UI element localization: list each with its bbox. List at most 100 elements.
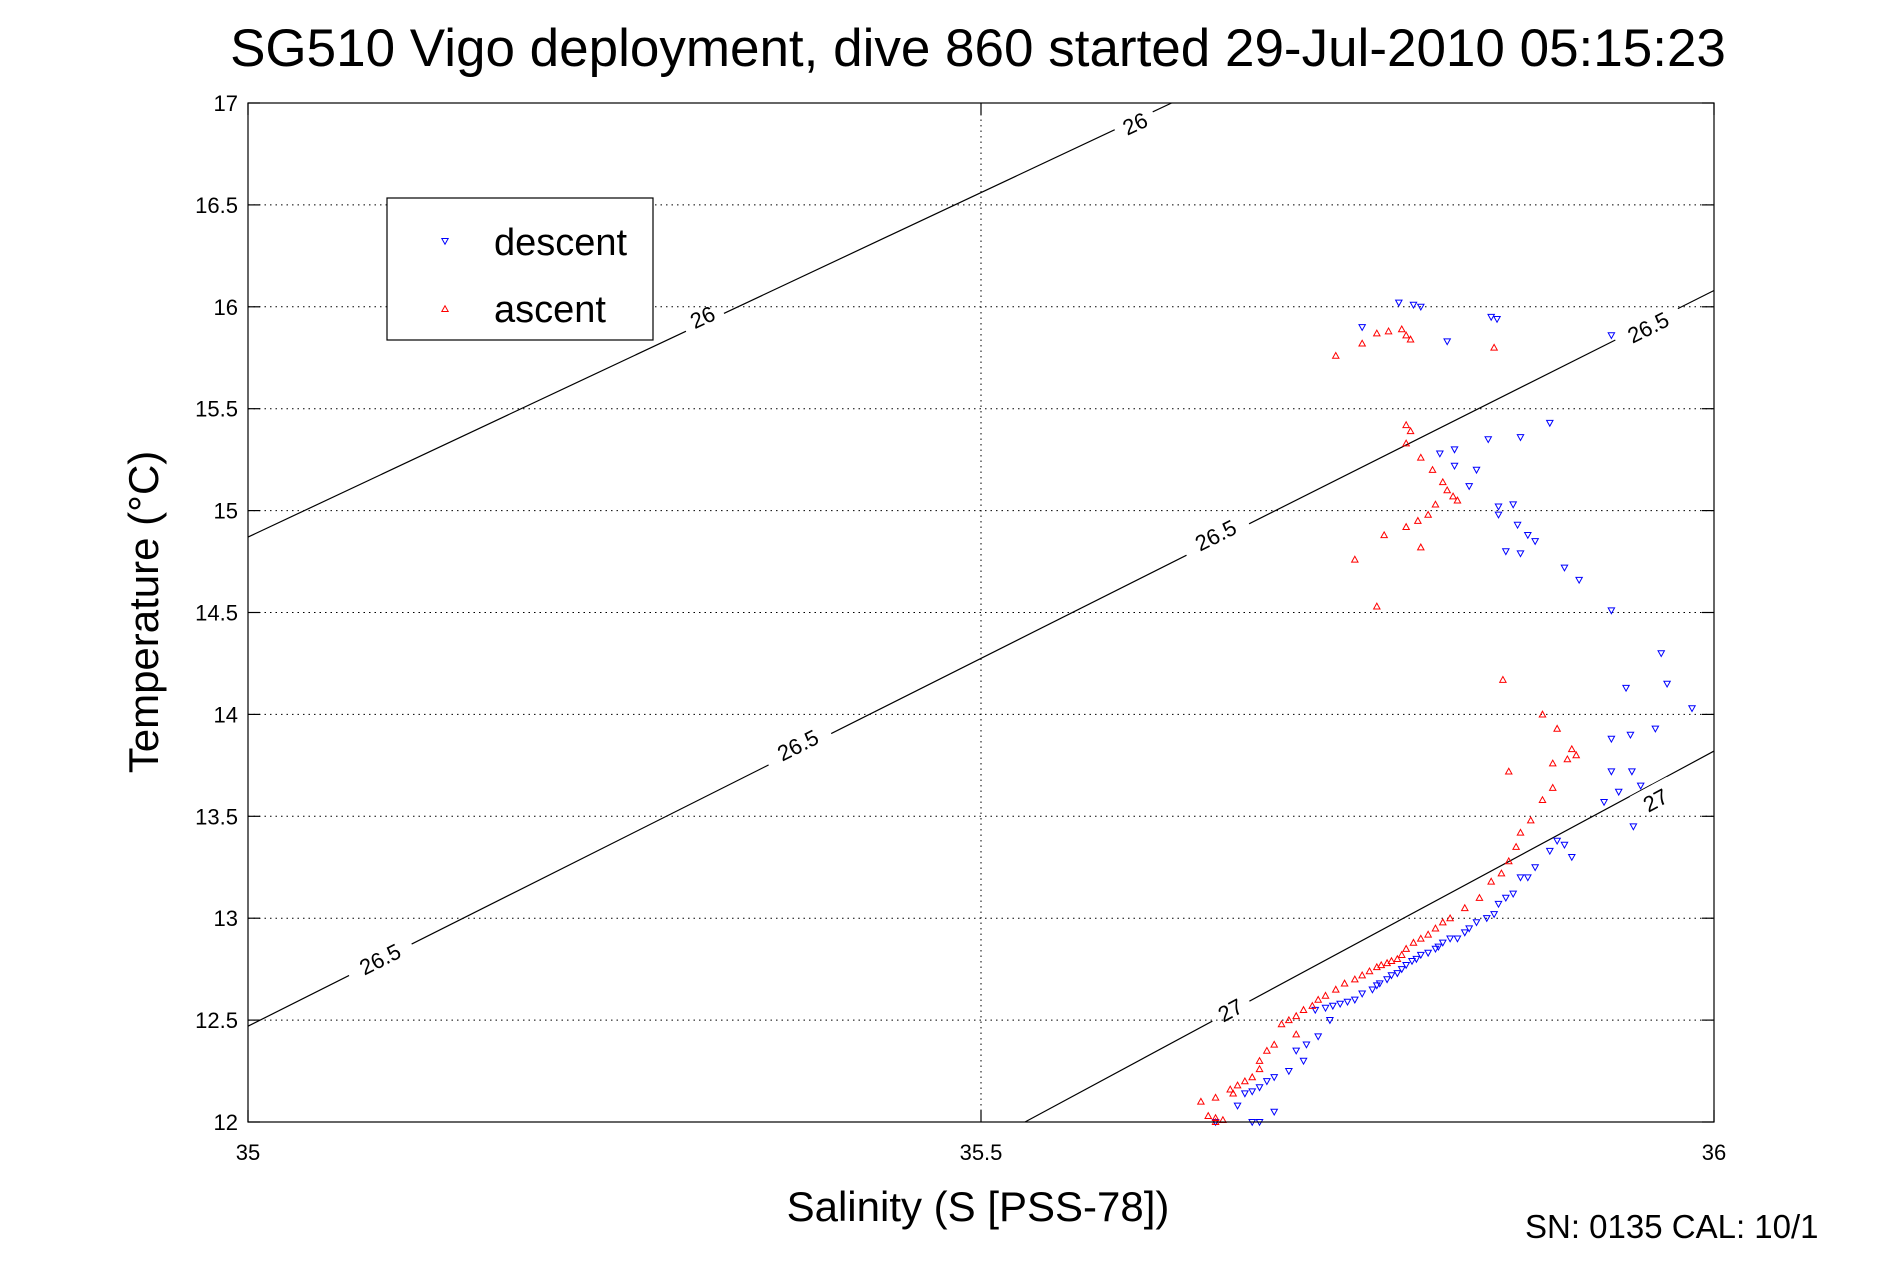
descent-point (1607, 332, 1616, 340)
ascent-point (1548, 783, 1557, 791)
ascent-point (1424, 930, 1433, 938)
descent-point (1501, 548, 1510, 556)
descent-point (1407, 957, 1417, 966)
descent-point (1627, 768, 1636, 776)
ascent-point (1365, 966, 1374, 975)
descent-point (1607, 768, 1616, 776)
ascent-point (1487, 877, 1496, 885)
ascent-point (1538, 795, 1547, 804)
descent-point (1523, 874, 1532, 882)
ascent-point (1372, 602, 1381, 610)
descent-point (1465, 925, 1474, 933)
ascent-point (1393, 954, 1402, 963)
isopycnal-line (247, 289, 1715, 1027)
ascent-point (1262, 1046, 1271, 1054)
ascent-point (1321, 991, 1330, 999)
y-axis-label: Temperature (°C) (120, 451, 167, 774)
ascent-point (1449, 492, 1458, 500)
ascent-point (1548, 759, 1557, 767)
ascent-point (1428, 465, 1437, 473)
ascent-point (1340, 979, 1349, 987)
y-tick-label: 13 (214, 906, 238, 931)
y-tick-label: 15.5 (195, 397, 238, 422)
ascent-point (1402, 439, 1411, 447)
descent-point (1299, 1057, 1308, 1066)
ascent-point (1331, 985, 1340, 993)
y-tick-label: 14 (214, 702, 238, 727)
grid (248, 103, 1714, 1122)
descent-point (1545, 847, 1554, 856)
descent-point (1431, 945, 1440, 953)
descent-point (1509, 890, 1518, 898)
ascent-point (1504, 856, 1513, 865)
descent-point (1614, 788, 1623, 797)
descent-point (1560, 564, 1569, 572)
descent-point (1460, 929, 1469, 937)
legend-label-ascent: ascent (494, 289, 606, 331)
legend-marker-ascent-glyph (440, 304, 450, 313)
ascent-point (1384, 327, 1393, 335)
chart-title: SG510 Vigo deployment, dive 860 started … (230, 19, 1726, 78)
x-tick-label: 35 (236, 1140, 260, 1165)
ascent-point (1490, 343, 1499, 351)
descent-point (1233, 1102, 1242, 1110)
ascent-point (1358, 339, 1367, 347)
descent-point (1302, 1041, 1311, 1049)
ascent-point (1526, 816, 1535, 824)
ascent-point (1538, 710, 1547, 718)
descent-point (1240, 1090, 1249, 1098)
descent-point (1600, 798, 1609, 807)
descent-point (1651, 725, 1660, 733)
descent-point (1375, 980, 1384, 988)
descent-point (1501, 894, 1510, 903)
descent-point (1416, 303, 1425, 312)
ascent-point (1255, 1056, 1264, 1064)
descent-point (1621, 684, 1631, 693)
descent-point (1368, 986, 1377, 994)
descent-point (1531, 538, 1540, 546)
ascent-point (1402, 420, 1411, 429)
x-tick-label: 35.5 (960, 1140, 1003, 1165)
descent-point (1325, 1017, 1334, 1025)
ascent-point (1438, 918, 1447, 926)
ascent-point (1504, 767, 1513, 775)
ascent-point (1196, 1097, 1205, 1105)
descent-point (1416, 951, 1425, 960)
ascent-point (1211, 1113, 1220, 1121)
descent-point (1409, 301, 1418, 309)
ascent-point (1226, 1085, 1235, 1093)
ascent-point (1416, 934, 1425, 942)
ascent-point (1233, 1081, 1242, 1089)
descent-point (1490, 911, 1499, 919)
ascent-point (1292, 1011, 1301, 1020)
ascent-point (1431, 500, 1440, 508)
ascent-point (1331, 351, 1340, 359)
descent-point (1607, 735, 1616, 744)
ascent-point (1409, 938, 1418, 946)
ascent-point (1516, 828, 1525, 836)
descent-point (1402, 962, 1411, 970)
descent-point (1687, 705, 1697, 713)
ascent-point (1498, 675, 1507, 683)
ascent-point (1308, 1001, 1317, 1009)
ascent-point (1270, 1040, 1279, 1048)
descent-point (1472, 466, 1481, 475)
descent-point (1560, 841, 1569, 850)
ascent-point (1277, 1019, 1286, 1028)
descent-point (1509, 501, 1518, 509)
ascent-point (1204, 1111, 1213, 1119)
descent-point (1453, 935, 1462, 943)
descent-point (1321, 1004, 1330, 1013)
descent-point (1393, 970, 1402, 978)
ascent-point (1358, 971, 1367, 979)
descent-point (1472, 919, 1481, 927)
ascent-point (1255, 1064, 1264, 1073)
descent-point (1482, 915, 1491, 923)
descent-point (1270, 1074, 1279, 1082)
descent-point (1255, 1084, 1264, 1092)
y-tick-label: 13.5 (195, 804, 238, 829)
ascent-point (1416, 543, 1425, 551)
ascent-point (1416, 453, 1425, 461)
y-tick-label: 12.5 (195, 1008, 238, 1033)
descent-point (1494, 511, 1503, 519)
